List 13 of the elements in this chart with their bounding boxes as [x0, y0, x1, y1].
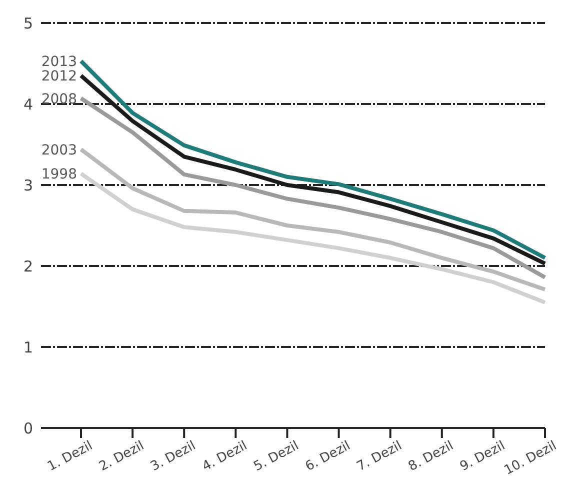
series-label: 2012 — [41, 68, 77, 85]
line-series — [79, 96, 547, 280]
y-tick-label: 2 — [23, 257, 33, 276]
line-series — [79, 147, 547, 292]
y-tick-label: 0 — [23, 419, 33, 438]
line-series — [79, 172, 547, 304]
series-label: 2003 — [41, 142, 77, 158]
y-tick-label: 4 — [23, 95, 33, 114]
y-tick-label: 5 — [23, 14, 33, 32]
y-tick-label: 1 — [23, 338, 33, 356]
series-label: 1998 — [41, 166, 77, 183]
series-label: 2013 — [41, 54, 77, 70]
y-tick-label: 3 — [23, 176, 33, 194]
